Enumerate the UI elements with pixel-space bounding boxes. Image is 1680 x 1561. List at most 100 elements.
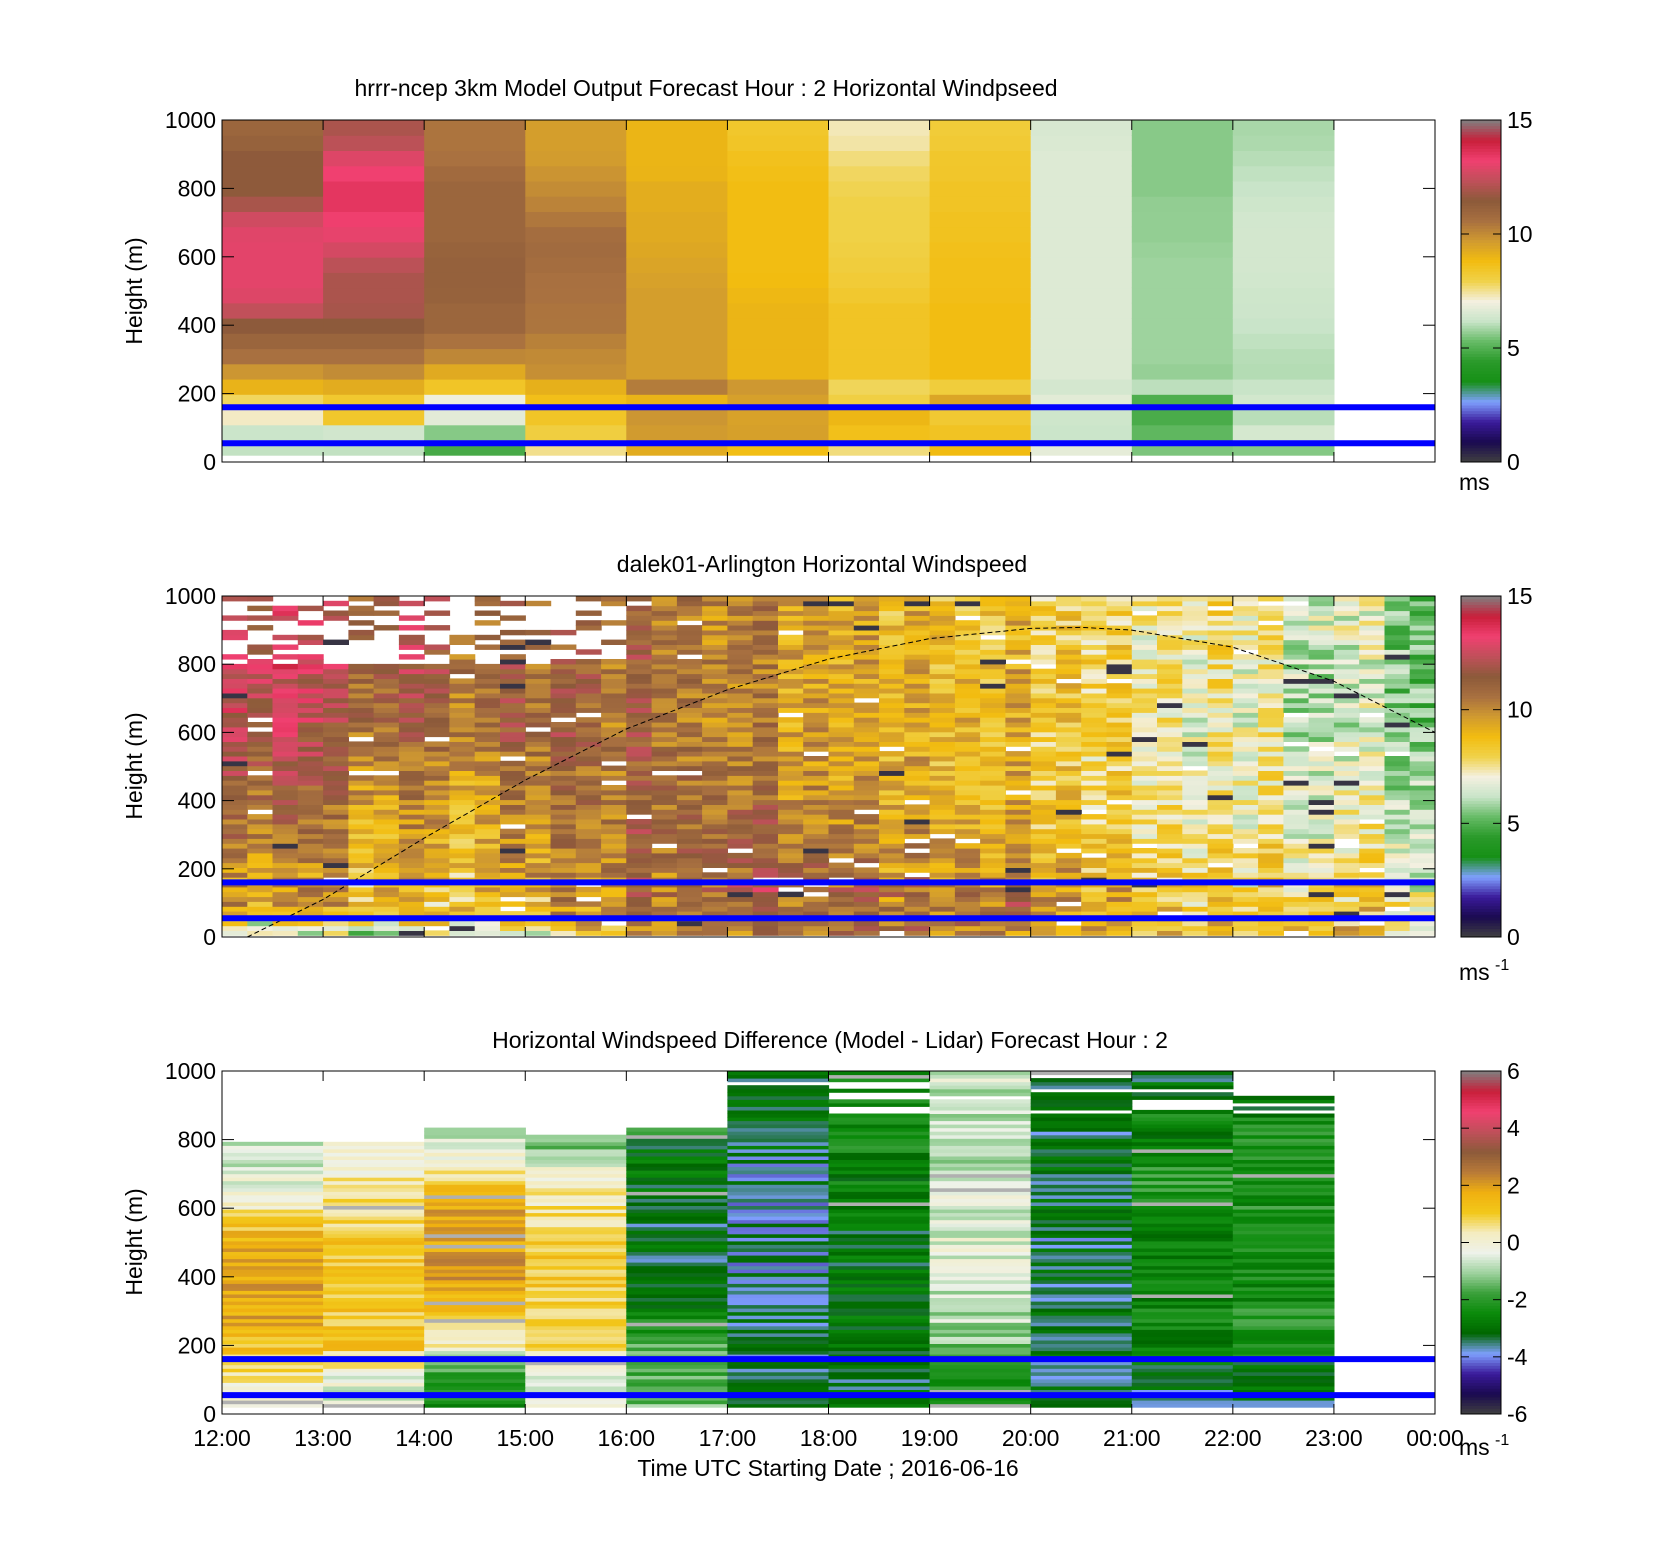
- heatmap-cell: [727, 756, 754, 762]
- heatmap-cell: [778, 634, 804, 641]
- heatmap-cell: [727, 1325, 830, 1330]
- heatmap-cell: [1283, 804, 1310, 810]
- heatmap-cell: [1030, 1272, 1133, 1277]
- heatmap-cell: [1106, 780, 1133, 786]
- heatmap-cell: [1030, 741, 1057, 747]
- heatmap-cell: [828, 1124, 931, 1129]
- heatmap-cell: [1131, 785, 1158, 791]
- heatmap-cell: [1232, 726, 1259, 733]
- heatmap-cell: [929, 1155, 1032, 1160]
- heatmap-cell: [879, 668, 905, 675]
- heatmap-cell: [1409, 911, 1436, 917]
- heatmap-cell: [904, 736, 931, 742]
- heatmap-cell: [222, 1233, 324, 1238]
- colorbar-segment: [1461, 757, 1501, 762]
- heatmap-cell: [702, 828, 728, 835]
- heatmap-cell: [1232, 1258, 1335, 1263]
- heatmap-cell: [828, 226, 931, 243]
- heatmap-cell: [1005, 833, 1032, 839]
- heatmap-cell: [879, 600, 905, 607]
- heatmap-cell: [1384, 770, 1411, 776]
- heatmap-cell: [424, 1311, 526, 1316]
- heatmap-cell: [474, 688, 501, 694]
- heatmap-cell: [222, 702, 248, 708]
- heatmap-cell: [1232, 722, 1259, 728]
- heatmap-cell: [626, 654, 653, 660]
- heatmap-cell: [803, 925, 830, 931]
- heatmap-cell: [626, 379, 728, 395]
- heatmap-cell: [1232, 1226, 1335, 1231]
- heatmap-cell: [424, 318, 526, 334]
- heatmap-cell: [297, 920, 324, 927]
- heatmap-cell: [828, 872, 855, 878]
- heatmap-cell: [272, 663, 299, 670]
- heatmap-cell: [828, 1141, 931, 1146]
- heatmap-cell: [727, 809, 754, 815]
- heatmap-cell: [954, 862, 981, 868]
- heatmap-cell: [803, 814, 830, 820]
- heatmap-cell: [1131, 1152, 1234, 1157]
- heatmap-cell: [1182, 920, 1209, 927]
- heatmap-cell: [247, 659, 274, 665]
- heatmap-cell: [1384, 823, 1411, 830]
- heatmap-cell: [1232, 707, 1259, 713]
- heatmap-cell: [424, 1209, 526, 1214]
- heatmap-cell: [348, 819, 375, 825]
- heatmap-cell: [525, 843, 552, 849]
- heatmap-cell: [1258, 770, 1284, 776]
- heatmap-cell: [828, 726, 855, 733]
- heatmap-cell: [651, 833, 678, 839]
- heatmap-cell: [803, 867, 830, 873]
- heatmap-cell: [1131, 1293, 1234, 1298]
- heatmap-cell: [727, 644, 754, 650]
- heatmap-cell: [879, 712, 905, 718]
- heatmap-cell: [651, 789, 678, 796]
- heatmap-cell: [348, 697, 375, 704]
- heatmap-cell: [1030, 770, 1057, 776]
- colorbar-segment: [1461, 174, 1501, 178]
- heatmap-cell: [803, 668, 830, 675]
- heatmap-cell: [1157, 886, 1183, 893]
- heatmap-cell: [449, 775, 476, 781]
- colorbar-segment: [1461, 313, 1501, 318]
- heatmap-cell: [424, 1297, 526, 1302]
- heatmap-cell: [727, 1322, 830, 1327]
- colorbar-segment: [1461, 305, 1501, 309]
- heatmap-cell: [550, 804, 577, 810]
- heatmap-cell: [525, 1247, 627, 1252]
- heatmap-cell: [651, 649, 678, 655]
- heatmap-cell: [222, 120, 324, 136]
- heatmap-cell: [1384, 605, 1411, 612]
- heatmap-cell: [803, 819, 830, 825]
- heatmap-cell: [626, 833, 653, 839]
- heatmap-cell: [1207, 765, 1234, 771]
- heatmap-cell: [828, 1396, 931, 1401]
- heatmap-cell: [727, 833, 754, 839]
- heatmap-cell: [676, 809, 703, 815]
- heatmap-cell: [727, 1223, 830, 1228]
- heatmap-cell: [222, 348, 324, 365]
- heatmap-cell: [828, 1286, 931, 1291]
- heatmap-cell: [1308, 751, 1335, 757]
- heatmap-cell: [1359, 925, 1386, 931]
- heatmap-cell: [1055, 615, 1082, 621]
- heatmap-cell: [904, 756, 931, 762]
- colorbar-segment: [1461, 1356, 1501, 1361]
- colorbar-segment: [1461, 370, 1501, 375]
- heatmap-cell: [803, 896, 830, 902]
- heatmap-cell: [1005, 925, 1032, 931]
- heatmap-cell: [904, 688, 931, 694]
- heatmap-cell: [1030, 1099, 1133, 1104]
- heatmap-cell: [929, 241, 1032, 258]
- heatmap-cell: [929, 751, 956, 757]
- heatmap-cell: [601, 765, 627, 771]
- heatmap-cell: [828, 1205, 931, 1210]
- heatmap-cell: [778, 925, 804, 931]
- heatmap-cell: [297, 819, 324, 825]
- colorbar-segment: [1461, 145, 1501, 149]
- heatmap-cell: [1182, 600, 1209, 607]
- heatmap-cell: [373, 726, 400, 733]
- colorbar-segment: [1461, 362, 1501, 366]
- heatmap-cell: [1333, 862, 1360, 868]
- heatmap-cell: [601, 911, 627, 917]
